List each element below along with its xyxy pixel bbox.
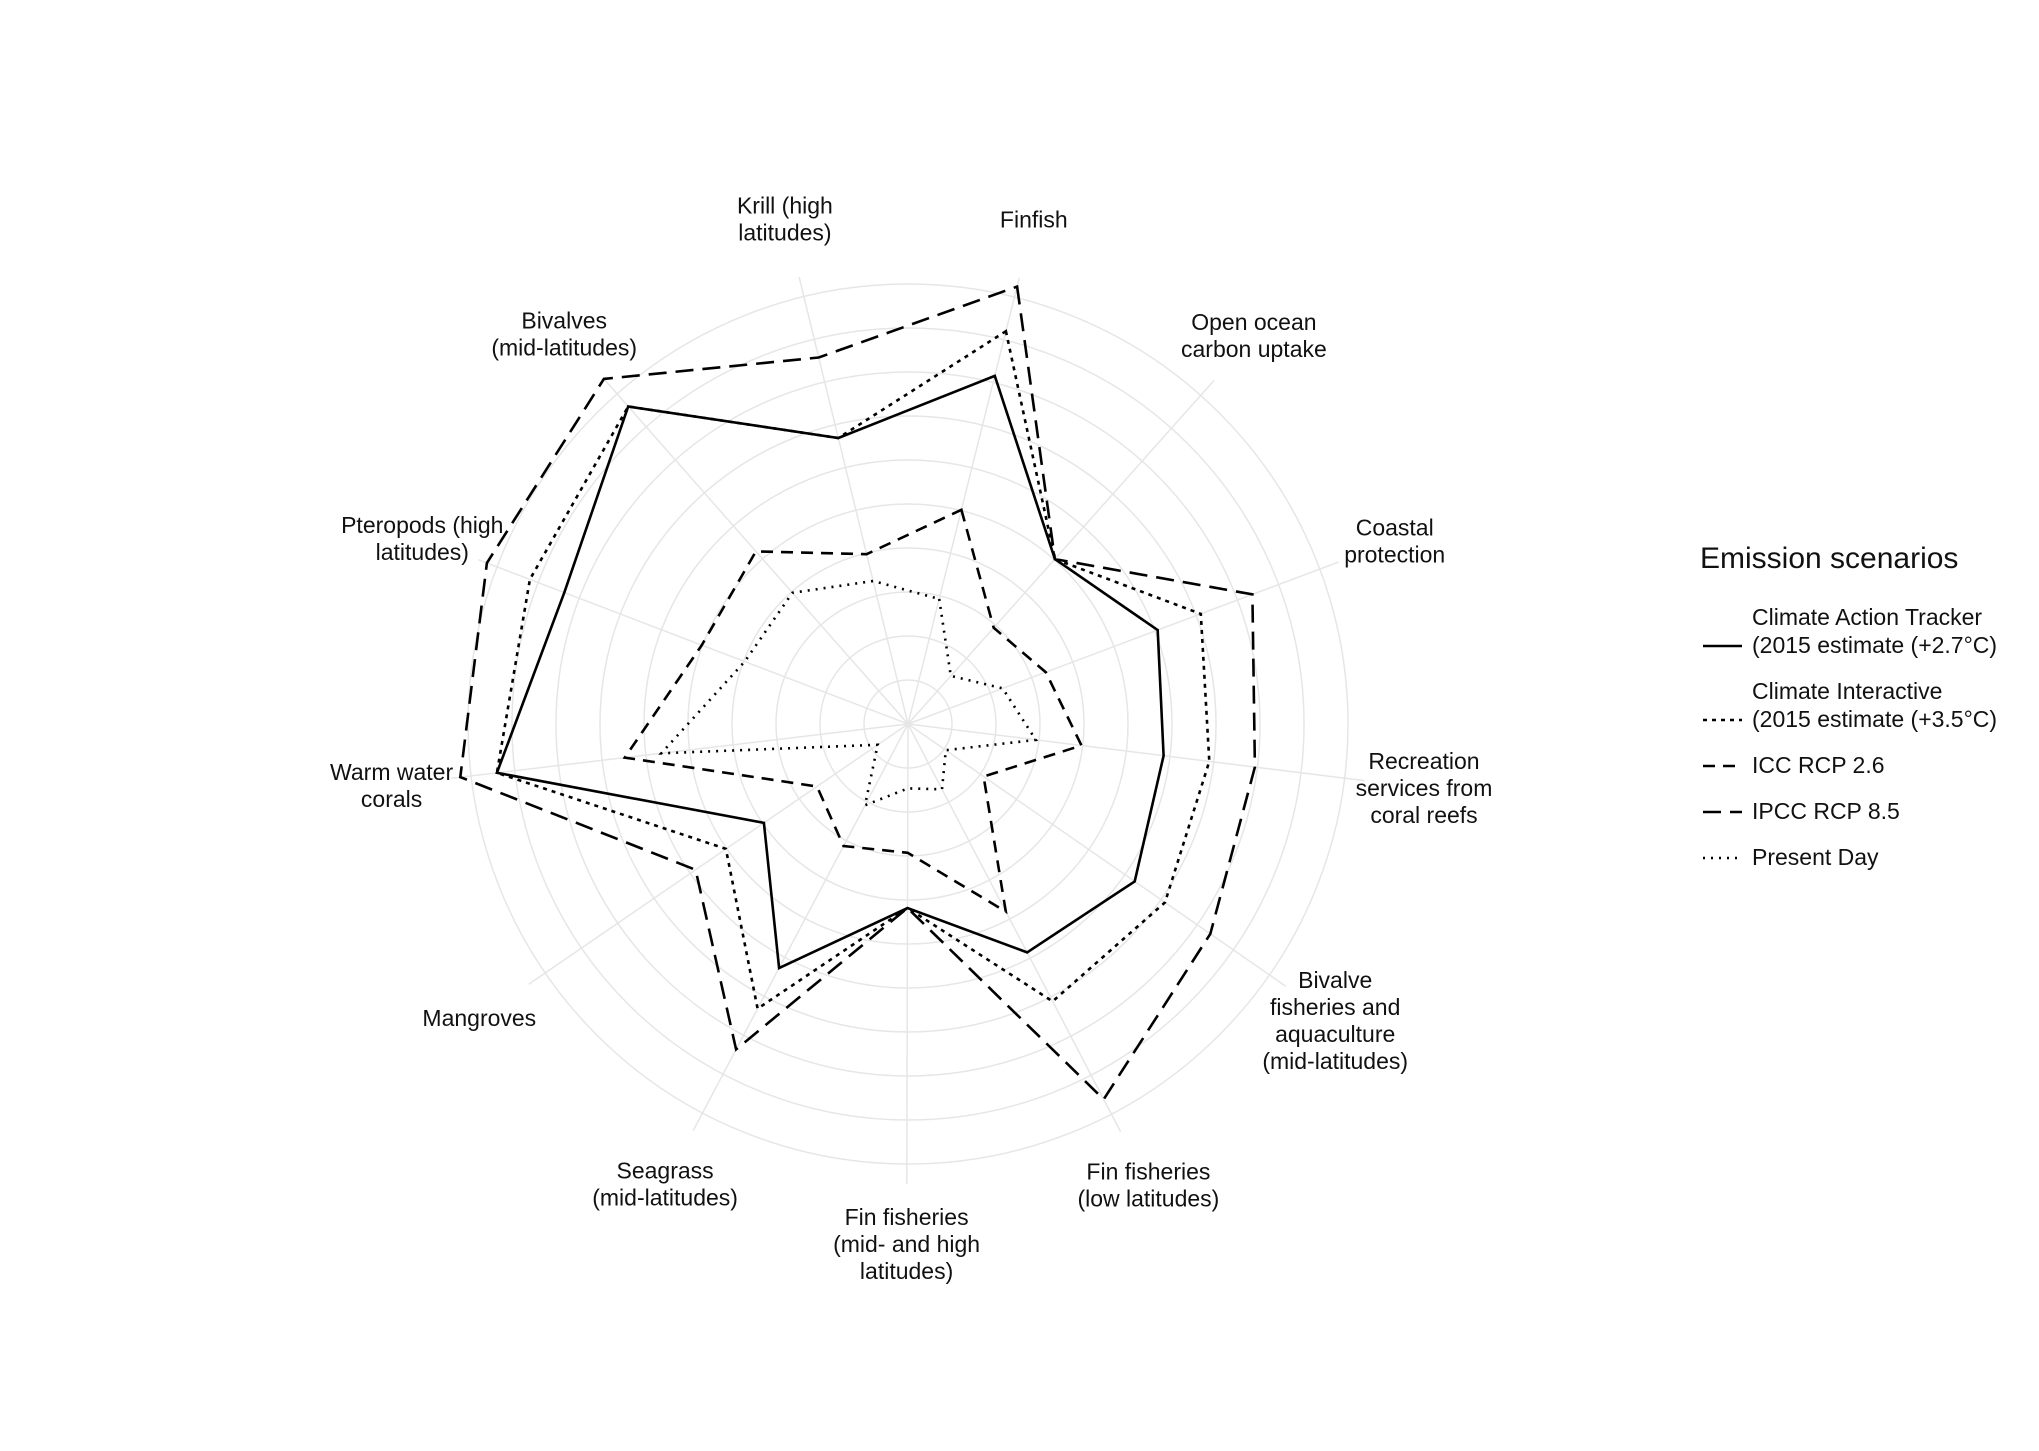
spoke-line xyxy=(907,723,1287,987)
legend-label-line: (2015 estimate (+3.5°C) xyxy=(1752,706,1997,732)
axis-label-line: (mid-latitudes) xyxy=(592,1184,738,1210)
legend-title: Emission scenarios xyxy=(1700,542,1958,575)
axis-label-line: (mid-latitudes) xyxy=(491,334,637,360)
spoke-line xyxy=(603,378,909,725)
grid-ring xyxy=(555,371,1261,1077)
series-line-2 xyxy=(622,507,1084,915)
axis-label: Seagrass (mid-latitudes) xyxy=(592,1157,738,1210)
axis-label: Coastal protection xyxy=(1344,514,1445,567)
axis-label: Recreation services from coral reefs xyxy=(1356,748,1493,828)
axis-label-line: Finfish xyxy=(1000,206,1068,232)
axis-label: Krill (high latitudes) xyxy=(737,192,833,245)
axis-label-line: Warm water xyxy=(330,759,453,785)
axis-label-line: Bivalve xyxy=(1298,967,1372,993)
series-line-0 xyxy=(495,374,1165,970)
spoke-line xyxy=(906,723,909,1185)
axis-label-line: (low latitudes) xyxy=(1077,1186,1219,1212)
spoke-line xyxy=(907,723,1122,1133)
legend-label-line: IPCC RCP 8.5 xyxy=(1752,798,1900,824)
grid-ring xyxy=(599,415,1217,1033)
legend-label-line: Present Day xyxy=(1752,844,1879,870)
axis-label-line: corals xyxy=(361,786,422,812)
axis-label-line: Open ocean xyxy=(1191,309,1316,335)
axis-label: Open ocean carbon uptake xyxy=(1181,309,1327,362)
axis-label: Bivalves (mid-latitudes) xyxy=(491,307,637,360)
spoke-line xyxy=(907,723,1365,782)
axis-label-line: latitudes) xyxy=(376,539,469,565)
spoke-line xyxy=(907,561,1339,725)
axis-label-line: services from xyxy=(1356,775,1493,801)
axis-label-line: (mid- and high xyxy=(833,1231,980,1257)
legend-label-line: Climate Interactive xyxy=(1752,678,1942,704)
axis-label-line: Pteropods (high xyxy=(341,512,503,538)
legend-label: Present Day xyxy=(1752,844,1879,870)
grid-ring xyxy=(511,327,1305,1121)
spoke-line xyxy=(907,277,1021,725)
series-line-1 xyxy=(495,329,1211,1011)
axis-label: Pteropods (high latitudes) xyxy=(341,512,503,565)
axis-label-line: fisheries and xyxy=(1270,994,1400,1020)
axis-label: Fin fisheries (low latitudes) xyxy=(1077,1159,1219,1212)
axis-label-line: Seagrass xyxy=(617,1157,714,1183)
axis-label: Mangroves xyxy=(422,1005,536,1031)
spoke-line xyxy=(692,723,909,1132)
legend-label: ICC RCP 2.6 xyxy=(1752,752,1885,778)
axis-label: Finfish xyxy=(1000,206,1068,232)
axis-label-line: latitudes) xyxy=(860,1258,953,1284)
legend-label: IPCC RCP 8.5 xyxy=(1752,798,1900,824)
axis-label-line: Mangroves xyxy=(422,1005,536,1031)
axis-label-line: Coastal xyxy=(1356,514,1434,540)
axis-label-line: Krill (high xyxy=(737,192,833,218)
legend-label: Climate Action Tracker (2015 estimate (+2… xyxy=(1752,604,1997,658)
axis-label: Fin fisheries (mid- and high latitudes) xyxy=(833,1204,980,1284)
axis-label-line: Fin fisheries xyxy=(845,1204,969,1230)
spokes xyxy=(451,276,1365,1185)
spoke-line xyxy=(478,559,909,725)
spoke-line xyxy=(451,723,909,779)
axis-label-line: (mid-latitudes) xyxy=(1262,1048,1408,1074)
legend: Emission scenarios Climate Action Tracke… xyxy=(1700,542,1997,870)
axis-label-line: Fin fisheries xyxy=(1086,1159,1210,1185)
axis-label-line: carbon uptake xyxy=(1181,336,1327,362)
series xyxy=(458,284,1257,1102)
legend-label-line: ICC RCP 2.6 xyxy=(1752,752,1885,778)
axis-label-line: Recreation xyxy=(1368,748,1479,774)
spoke-line xyxy=(798,276,909,725)
series-line-3 xyxy=(458,284,1257,1102)
axis-labels: Finfish Open ocean carbon uptake Coastal pro… xyxy=(330,192,1492,1284)
axis-label: Bivalve fisheries and aquaculture (mid-lati… xyxy=(1262,967,1408,1074)
legend-label-line: (2015 estimate (+2.7°C) xyxy=(1752,632,1997,658)
axis-label-line: coral reefs xyxy=(1370,802,1477,828)
spoke-line xyxy=(907,380,1215,725)
spoke-line xyxy=(528,723,909,985)
axis-label-line: latitudes) xyxy=(738,219,831,245)
axis-label: Warm water corals xyxy=(330,759,453,812)
legend-label-line: Climate Action Tracker xyxy=(1752,604,1982,630)
axis-label-line: Bivalves xyxy=(521,307,607,333)
legend-label: Climate Interactive (2015 estimate (+3.5°… xyxy=(1752,678,1997,732)
axis-label-line: protection xyxy=(1344,541,1445,567)
axis-label-line: aquaculture xyxy=(1275,1021,1395,1047)
